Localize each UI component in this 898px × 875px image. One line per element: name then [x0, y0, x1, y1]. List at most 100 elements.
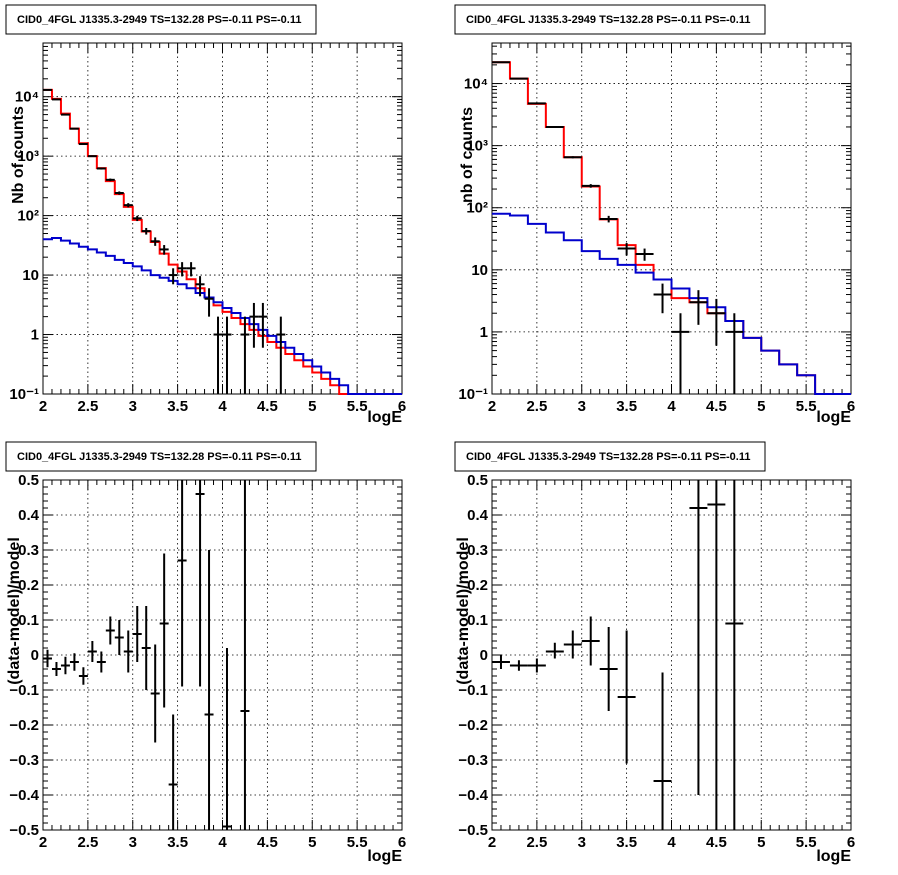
data-point [563, 156, 582, 159]
y-tick-label: 10² [466, 200, 488, 217]
data-point [653, 283, 672, 314]
y-tick-label: 0 [480, 647, 488, 664]
counts-panel-left: CID0_4FGL J1335.3-2949 TS=132.28 PS=-0.1… [5, 4, 406, 426]
y-tick-label: −0.5 [458, 822, 488, 839]
data-point [545, 125, 564, 128]
data-point [707, 298, 726, 346]
data-point [150, 644, 160, 743]
x-tick-label: 4 [218, 834, 227, 851]
data-point [707, 480, 726, 830]
data-point [60, 113, 70, 116]
data-point [509, 77, 528, 80]
x-tick-label: 2 [39, 834, 47, 851]
data-point [96, 651, 106, 673]
data-point [123, 203, 133, 208]
title-box [5, 441, 317, 472]
data-point [240, 316, 250, 394]
data-point [105, 178, 115, 182]
data-point [545, 642, 564, 659]
y-tick-label: 0.2 [18, 577, 39, 594]
data-point [204, 288, 214, 317]
y-axis-title: nb of counts [459, 107, 476, 203]
x-axis-title: logE [816, 848, 851, 865]
data-point [168, 268, 178, 285]
data-point [132, 215, 142, 222]
data-point [527, 658, 546, 673]
x-tick-label: 5.5 [347, 834, 368, 851]
data-point [725, 313, 744, 394]
y-tick-label: 0.5 [467, 472, 488, 489]
data-point [617, 630, 636, 764]
data-point [195, 480, 205, 687]
data-point [186, 262, 196, 277]
chart-title: CID0_4FGL J1335.3-2949 TS=132.28 PS=-0.1… [17, 14, 301, 26]
x-tick-label: 2 [488, 398, 496, 415]
x-tick-label: 4.5 [706, 834, 727, 851]
residual-panel-left: CID0_4FGL J1335.3-2949 TS=132.28 PS=-0.1… [5, 441, 406, 865]
x-tick-label: 2.5 [526, 834, 547, 851]
data-point [105, 616, 115, 645]
x-axis-title: logE [367, 848, 402, 865]
y-tick-label: 0.1 [18, 612, 39, 629]
data-point [204, 550, 214, 830]
y-tick-label: 0.2 [467, 577, 488, 594]
y-tick-label: 0.3 [467, 542, 488, 559]
x-tick-label: 3 [129, 834, 137, 851]
data-point [689, 290, 708, 325]
x-tick-label: 6 [847, 398, 855, 415]
x-tick-label: 5 [757, 834, 765, 851]
data-point [509, 660, 528, 671]
y-tick-label: 10⁴ [464, 76, 488, 93]
y-tick-label: 10⁻¹ [458, 386, 488, 403]
y-tick-label: −0.2 [458, 717, 488, 734]
x-tick-label: 6 [847, 834, 855, 851]
data-point [60, 656, 70, 675]
data-point [123, 630, 133, 673]
x-tick-label: 2.5 [77, 398, 98, 415]
x-tick-label: 5 [308, 398, 316, 415]
x-tick-label: 5.5 [796, 398, 817, 415]
data-point [249, 302, 259, 348]
y-tick-label: 10³ [466, 138, 488, 155]
x-axis-title: logE [816, 409, 851, 426]
counts-panel-right: CID0_4FGL J1335.3-2949 TS=132.28 PS=-0.1… [454, 4, 855, 426]
y-tick-label: 0.3 [18, 542, 39, 559]
x-tick-label: 3.5 [167, 834, 188, 851]
y-tick-label: 0.4 [467, 507, 489, 524]
data-point [492, 655, 510, 669]
x-tick-label: 6 [398, 398, 406, 415]
data-point [527, 102, 546, 105]
data-point [114, 191, 124, 195]
data-point [653, 672, 672, 830]
x-tick-label: 5.5 [796, 834, 817, 851]
data-point [141, 227, 151, 235]
data-point [492, 61, 510, 64]
y-tick-label: −0.2 [9, 717, 39, 734]
x-tick-label: 4 [218, 398, 227, 415]
x-tick-label: 2 [39, 398, 47, 415]
data-point [617, 243, 636, 256]
data-point [581, 616, 600, 666]
data-point [96, 167, 106, 170]
chart-title: CID0_4FGL J1335.3-2949 TS=132.28 PS=-0.1… [466, 451, 750, 463]
y-tick-label: −0.3 [9, 752, 39, 769]
data-point [258, 302, 268, 348]
x-tick-label: 3 [129, 398, 137, 415]
y-tick-label: −0.1 [9, 682, 39, 699]
y-tick-label: 0.5 [18, 472, 39, 489]
data-point [78, 143, 88, 146]
y-tick-label: −0.1 [458, 682, 488, 699]
x-tick-label: 3.5 [616, 834, 637, 851]
x-tick-label: 3.5 [616, 398, 637, 415]
x-tick-label: 4.5 [257, 398, 278, 415]
y-tick-label: 0.1 [467, 612, 488, 629]
data-point [599, 627, 618, 711]
data-point [195, 276, 205, 297]
data-point [671, 313, 690, 394]
y-tick-label: −0.4 [9, 787, 39, 804]
data-point [51, 662, 61, 676]
model-histogram [492, 212, 851, 395]
data-point [141, 606, 151, 690]
y-tick-label: 10² [17, 208, 39, 225]
